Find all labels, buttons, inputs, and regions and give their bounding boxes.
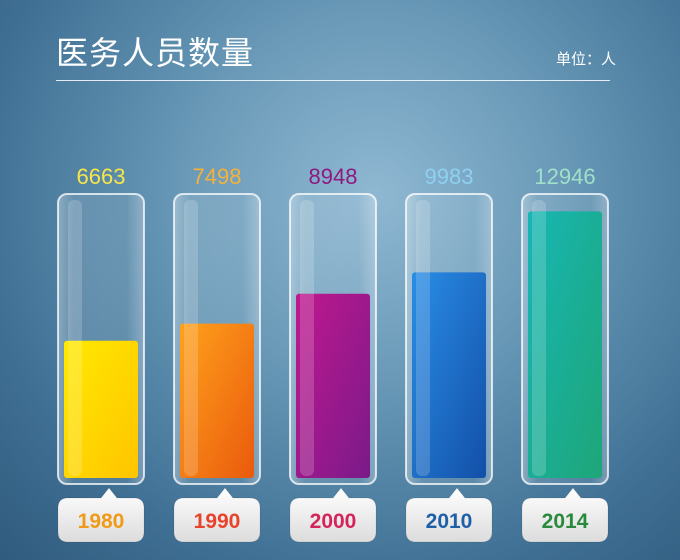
value-label-2014: 12946 xyxy=(534,164,595,189)
bar-2014 xyxy=(528,211,602,478)
year-tag-1990 xyxy=(173,487,261,543)
year-label-2010: 2010 xyxy=(426,510,473,533)
bar-2010 xyxy=(412,272,486,478)
year-label-1980: 1980 xyxy=(78,510,125,533)
year-tag-2000 xyxy=(289,487,377,543)
title-divider xyxy=(56,80,610,81)
value-label-2000: 8948 xyxy=(309,164,358,189)
bar-2000 xyxy=(296,293,370,478)
value-label-2010: 9983 xyxy=(425,164,474,189)
unit-label: 单位：人 xyxy=(555,50,616,68)
year-label-2014: 2014 xyxy=(542,510,589,533)
tube-highlight xyxy=(68,200,82,476)
value-label-1990: 7498 xyxy=(193,164,242,189)
year-tag-1980 xyxy=(57,487,145,543)
bar-1990 xyxy=(180,323,254,478)
year-label-2000: 2000 xyxy=(310,510,357,533)
tube-highlight xyxy=(532,200,546,476)
chart-title: 医务人员数量 xyxy=(56,34,255,72)
year-label-1990: 1990 xyxy=(194,510,241,533)
year-tag-2014 xyxy=(521,487,609,543)
value-label-1980: 6663 xyxy=(77,164,126,189)
bar-1980 xyxy=(64,340,138,478)
tube-highlight xyxy=(184,200,198,476)
tube-highlight xyxy=(300,200,314,476)
year-tag-2010 xyxy=(405,487,493,543)
tube-highlight xyxy=(416,200,430,476)
